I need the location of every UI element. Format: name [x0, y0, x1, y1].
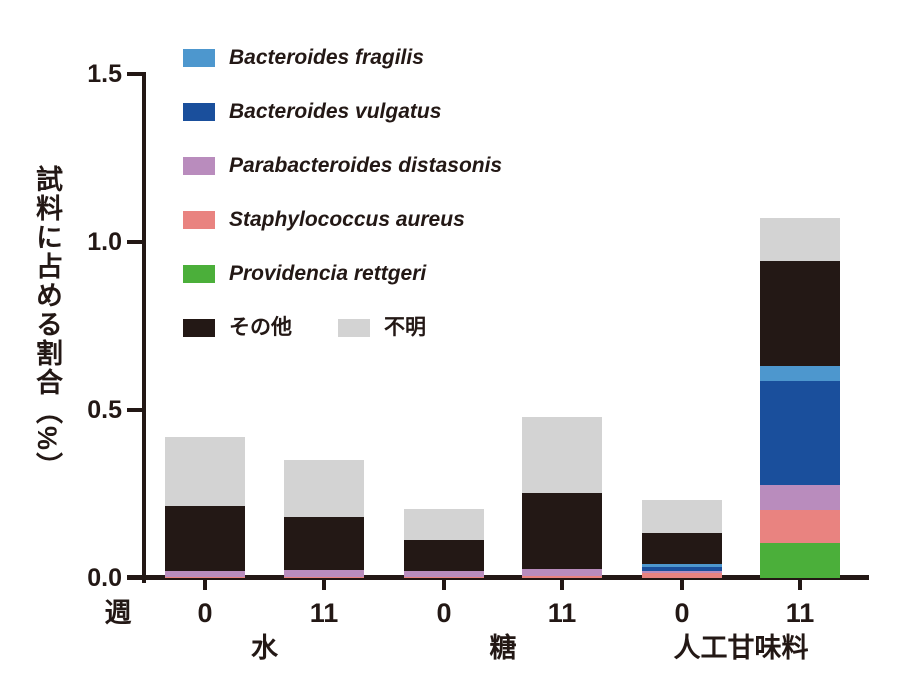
bar-segment-aureus — [522, 576, 602, 578]
x-group-label: 水 — [251, 633, 278, 663]
y-tick-label: 1.5 — [87, 60, 122, 88]
bar-segment-unknown — [760, 217, 840, 261]
x-week-label: 0 — [436, 598, 452, 628]
bar-segment-aureus — [642, 572, 722, 578]
x-tick — [203, 578, 207, 590]
y-tick-label: 1.0 — [87, 228, 122, 256]
x-week-label: 11 — [309, 598, 339, 628]
bar-segment-aureus — [165, 576, 245, 578]
bar-segment-other — [522, 492, 602, 569]
bar-segment-aureus — [404, 576, 484, 578]
bar-segment-fragilis — [642, 564, 722, 567]
x-tick — [442, 578, 446, 590]
bar-segment-other — [165, 505, 245, 571]
legend-label-vulgatus: Bacteroides vulgatus — [229, 100, 442, 123]
week-axis-label: 週 — [104, 598, 132, 628]
bar-segment-unknown — [642, 500, 722, 534]
bar-segment-unknown — [165, 436, 245, 506]
bar-segment-other — [284, 516, 364, 570]
legend-swatch-rettgeri-icon — [183, 265, 215, 283]
y-tick-label: 0.5 — [87, 396, 122, 424]
bar-segment-distasonis — [284, 569, 364, 577]
legend-label-unknown: 不明 — [384, 316, 426, 339]
bar-segment-other — [760, 260, 840, 366]
bar-segment-other — [642, 533, 722, 565]
legend-swatch-other-icon — [183, 319, 215, 337]
legend-swatch-aureus-icon — [183, 211, 215, 229]
bar-segment-vulgatus — [760, 381, 840, 486]
y-axis-line — [142, 72, 146, 583]
legend-swatch-vulgatus-icon — [183, 103, 215, 121]
x-tick — [798, 578, 802, 590]
bar-segment-distasonis — [522, 568, 602, 577]
y-tick — [127, 240, 142, 244]
legend-swatch-distasonis-icon — [183, 157, 215, 175]
y-tick — [127, 72, 142, 76]
x-tick — [680, 578, 684, 590]
x-group-label: 人工甘味料 — [673, 633, 809, 663]
bar-segment-distasonis — [642, 570, 722, 573]
bar-segment-fragilis — [760, 365, 840, 382]
legend-label-fragilis: Bacteroides fragilis — [229, 46, 424, 69]
bar-segment-distasonis — [404, 570, 484, 577]
legend-swatch-fragilis-icon — [183, 49, 215, 67]
x-axis-line — [127, 575, 869, 580]
y-tick — [127, 408, 142, 412]
bar-segment-distasonis — [165, 570, 245, 577]
bar-segment-unknown — [522, 416, 602, 493]
bar-segment-distasonis — [760, 485, 840, 511]
legend-label-distasonis: Parabacteroides distasonis — [229, 154, 503, 177]
x-week-label: 0 — [674, 598, 690, 628]
legend-label-rettgeri: Providencia rettgeri — [229, 262, 427, 285]
x-week-label: 11 — [785, 598, 815, 628]
bar-segment-other — [404, 540, 484, 571]
x-tick — [560, 578, 564, 590]
bar-segment-rettgeri — [760, 543, 840, 578]
x-tick — [322, 578, 326, 590]
y-tick-label: 0.0 — [87, 564, 122, 592]
legend-label-aureus: Staphylococcus aureus — [229, 208, 465, 231]
y-tick — [127, 576, 142, 580]
bar-segment-unknown — [404, 509, 484, 541]
bar-segment-vulgatus — [642, 566, 722, 571]
x-group-label: 糖 — [489, 633, 517, 663]
bar-segment-unknown — [284, 460, 364, 517]
x-week-label: 11 — [547, 598, 577, 628]
y-axis-title: 試料に占める割合（%） — [32, 165, 62, 482]
x-week-label: 0 — [197, 598, 213, 628]
bar-segment-aureus — [760, 510, 840, 544]
bar-segment-aureus — [284, 576, 364, 578]
legend-swatch-unknown-icon — [338, 319, 370, 337]
legend-label-other: その他 — [229, 316, 292, 339]
